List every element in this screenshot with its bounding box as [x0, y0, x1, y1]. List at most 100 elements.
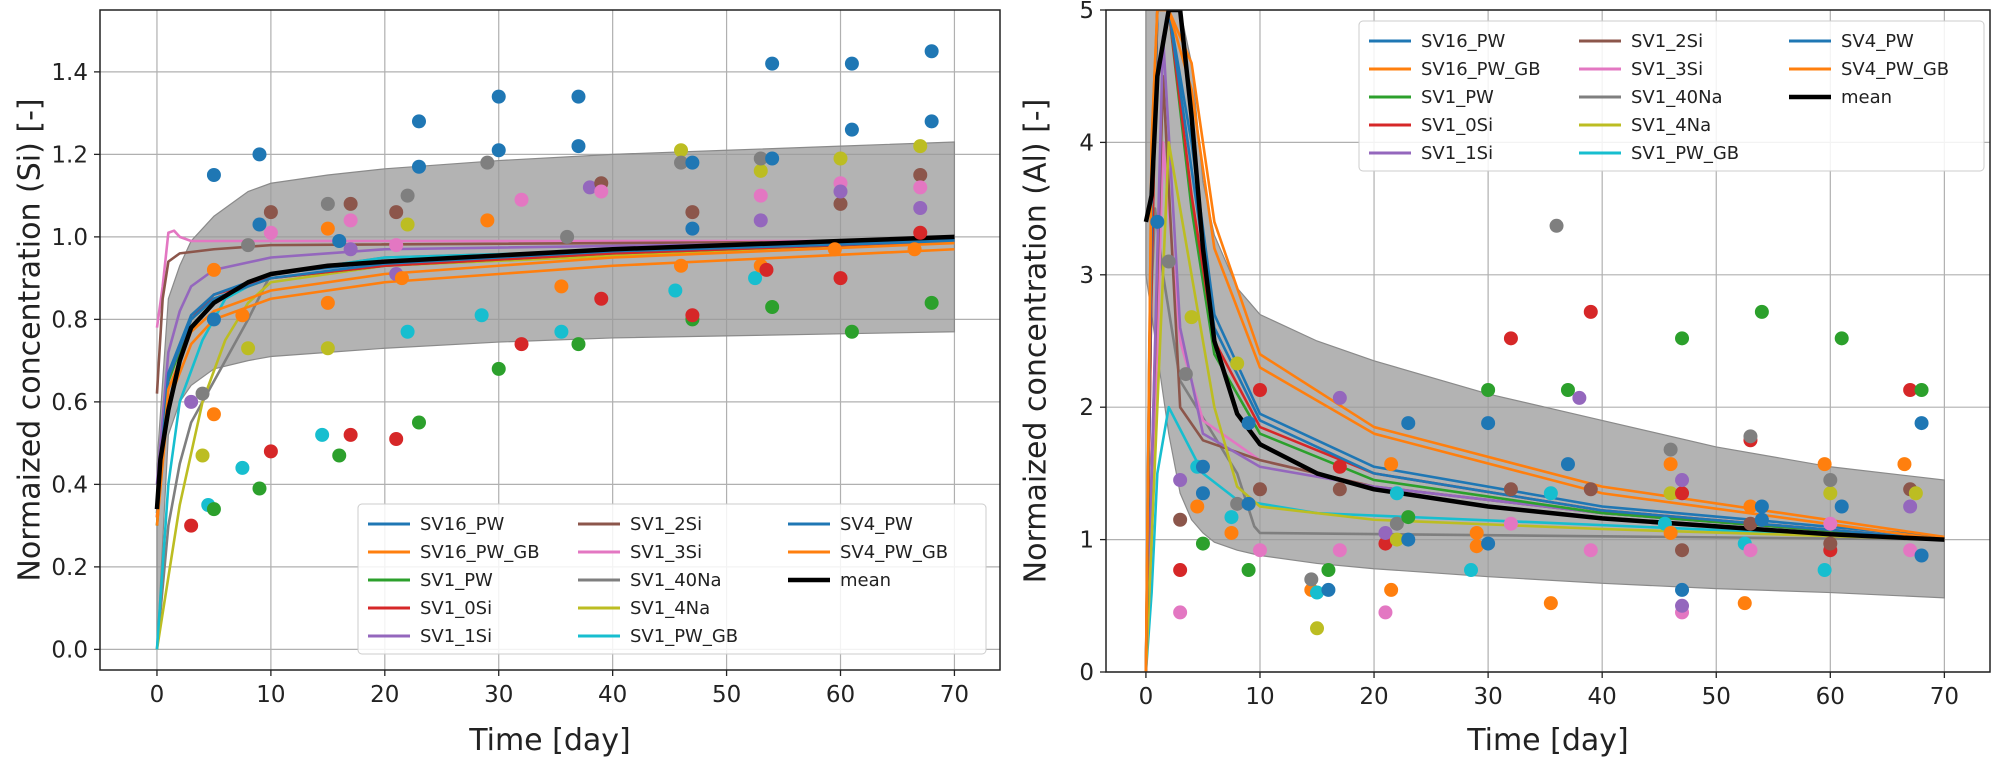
data-point — [833, 184, 848, 199]
data-point — [332, 234, 347, 248]
data-point — [514, 337, 529, 352]
x-tick-label: 20 — [1359, 684, 1388, 710]
data-point — [1230, 496, 1245, 511]
data-point — [480, 155, 495, 170]
data-point — [765, 300, 780, 314]
x-tick-label: 70 — [940, 682, 969, 708]
x-tick-label: 50 — [1702, 684, 1731, 710]
data-point — [1663, 442, 1678, 457]
x-axis-label: Time [day] — [468, 723, 631, 758]
data-point — [554, 324, 569, 339]
data-point — [206, 312, 221, 327]
data-point — [195, 386, 210, 401]
data-point — [400, 188, 415, 203]
data-point — [685, 308, 700, 323]
x-tick-label: 50 — [712, 682, 741, 708]
legend-label: SV1_PW — [420, 570, 493, 591]
y-tick-label: 1 — [1079, 528, 1094, 554]
data-point — [748, 271, 763, 286]
data-point — [320, 295, 335, 310]
x-axis-label: Time [day] — [1466, 723, 1629, 758]
x-tick-label: 20 — [370, 682, 399, 708]
data-point — [1195, 536, 1210, 551]
legend-label: SV4_PW_GB — [840, 542, 948, 563]
series-line-sv1-1si — [1144, 35, 1945, 672]
data-point — [1173, 512, 1188, 527]
data-point — [582, 180, 597, 195]
data-point — [491, 361, 506, 376]
x-tick-label: 10 — [256, 682, 285, 708]
data-point — [1389, 486, 1404, 501]
data-point — [765, 56, 780, 71]
data-point — [913, 180, 928, 195]
data-point — [765, 151, 780, 166]
data-point — [1754, 512, 1769, 527]
data-point — [1401, 532, 1416, 547]
data-point — [1252, 382, 1267, 397]
data-point — [411, 114, 426, 129]
data-point — [594, 291, 609, 306]
data-point — [343, 213, 358, 228]
data-point — [844, 122, 859, 137]
data-point — [594, 184, 609, 199]
data-point — [1150, 214, 1165, 229]
data-point — [571, 337, 586, 352]
data-point — [394, 271, 409, 286]
legend-label: SV1_4Na — [630, 598, 710, 619]
data-point — [1543, 596, 1558, 611]
data-point — [554, 279, 569, 294]
y-tick-label: 1.0 — [51, 225, 88, 251]
data-point — [184, 518, 199, 533]
data-point — [206, 407, 221, 422]
x-tick-label: 0 — [150, 682, 165, 708]
data-point — [1304, 572, 1319, 587]
legend-label: SV1_4Na — [1631, 115, 1711, 136]
data-point — [827, 242, 842, 257]
data-point — [1241, 563, 1256, 578]
data-point — [1184, 310, 1199, 325]
legend-label: SV1_1Si — [1421, 143, 1493, 164]
legend-label: SV1_1Si — [420, 626, 492, 647]
data-point — [1663, 486, 1678, 501]
plot-area — [154, 44, 956, 650]
legend-label: SV1_0Si — [420, 598, 492, 619]
chart-1: 0 10 20 30 40 50 60 70 0.0 0.2 0.4 0.6 0.8 1.0 1.2 1.4 T… — [13, 9, 1001, 758]
series-line-sv4-pw-gb — [1144, 10, 1945, 672]
data-point — [1178, 367, 1193, 382]
data-point — [235, 308, 250, 323]
data-point — [1663, 457, 1678, 472]
data-point — [1241, 496, 1256, 511]
y-tick-label: 0.2 — [51, 555, 88, 581]
series-line-sv1-4na — [1144, 141, 1945, 672]
data-point — [1384, 582, 1399, 597]
y-tick-label: 0.0 — [51, 637, 88, 663]
data-point — [206, 168, 221, 182]
data-point — [1737, 596, 1752, 611]
data-point — [184, 394, 199, 409]
data-point — [1230, 356, 1245, 371]
data-point — [1503, 516, 1518, 531]
data-point — [1754, 499, 1769, 514]
data-point — [1378, 536, 1393, 551]
legend-label: SV16_PW — [1421, 31, 1505, 52]
data-point — [913, 139, 928, 154]
data-point — [833, 196, 848, 211]
data-point — [1549, 218, 1564, 233]
data-point — [1469, 539, 1484, 554]
y-tick-label: 0.8 — [51, 307, 88, 333]
legend-label: SV1_3Si — [1631, 59, 1703, 80]
data-point — [924, 295, 939, 310]
data-point — [1817, 563, 1832, 578]
data-point — [1173, 563, 1188, 578]
data-point — [907, 242, 922, 257]
legend-label: SV16_PW — [420, 514, 504, 535]
data-point — [674, 258, 689, 273]
data-point — [343, 242, 358, 257]
data-point — [753, 151, 768, 166]
data-point — [1503, 482, 1518, 497]
data-point — [1389, 516, 1404, 531]
data-point — [1384, 457, 1399, 472]
legend-label: SV1_PW — [1421, 87, 1494, 108]
data-point — [400, 324, 415, 339]
data-point — [753, 163, 768, 178]
